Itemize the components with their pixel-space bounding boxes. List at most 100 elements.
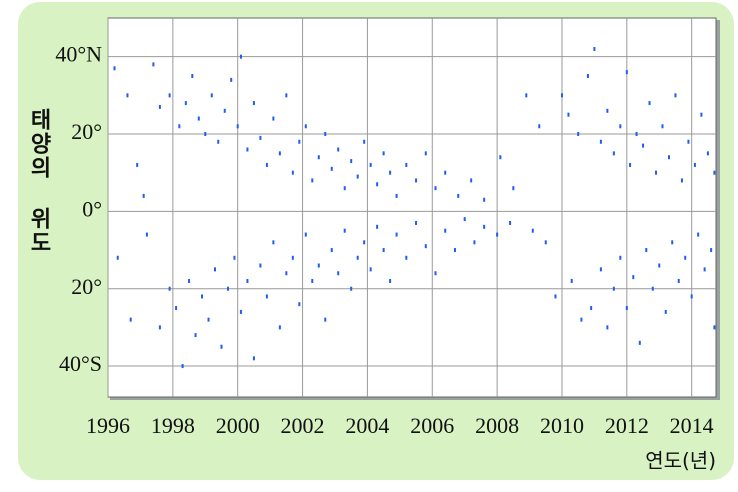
point <box>223 108 226 113</box>
point <box>210 93 213 98</box>
point <box>593 46 596 51</box>
point <box>687 139 690 144</box>
point <box>444 170 447 175</box>
point <box>376 224 379 229</box>
point <box>700 112 703 117</box>
point <box>457 193 460 198</box>
point <box>483 224 486 229</box>
point <box>671 240 674 245</box>
x-tick-label: 2002 <box>281 413 325 438</box>
point <box>356 174 359 179</box>
point <box>645 248 648 253</box>
point <box>509 220 512 225</box>
point <box>168 93 171 98</box>
point <box>693 162 696 167</box>
point <box>278 325 281 330</box>
point <box>625 306 628 311</box>
point <box>220 344 223 349</box>
point <box>304 124 307 129</box>
point <box>496 232 499 237</box>
point <box>405 255 408 260</box>
point <box>674 93 677 98</box>
point <box>638 340 641 345</box>
point <box>311 278 314 283</box>
point <box>395 193 398 198</box>
point <box>291 170 294 175</box>
point <box>201 294 204 299</box>
point <box>667 155 670 160</box>
point <box>330 248 333 253</box>
point <box>343 186 346 191</box>
point <box>567 112 570 117</box>
point <box>677 278 680 283</box>
point <box>350 286 353 291</box>
point <box>606 325 609 330</box>
point <box>304 232 307 237</box>
y-tick-label: 20° <box>71 119 102 144</box>
point <box>664 309 667 314</box>
points <box>113 46 716 369</box>
tick-labels: 1996 1998 2000 2002 2004 2006 2008 2010 2012 2014… <box>55 42 713 438</box>
x-tick-label: 1998 <box>151 413 195 438</box>
point <box>239 309 242 314</box>
x-axis-label: 연도(년) <box>645 449 716 473</box>
point <box>648 101 651 106</box>
point <box>246 278 249 283</box>
point <box>382 248 385 253</box>
x-tick-label: 2012 <box>605 413 649 438</box>
point <box>635 132 638 137</box>
point <box>188 278 191 283</box>
point <box>291 255 294 260</box>
point <box>317 263 320 268</box>
point <box>389 170 392 175</box>
point <box>538 124 541 129</box>
point <box>369 162 372 167</box>
point <box>612 286 615 291</box>
point <box>145 232 148 237</box>
point <box>191 74 194 79</box>
y-tick-label: 20° <box>71 274 102 299</box>
point <box>690 294 693 299</box>
point <box>554 294 557 299</box>
point <box>632 275 635 280</box>
point <box>152 62 155 67</box>
x-tick-label: 2000 <box>216 413 260 438</box>
point <box>207 317 210 322</box>
point <box>330 166 333 171</box>
point <box>661 124 664 129</box>
point <box>651 286 654 291</box>
y-tick-label: 40°N <box>55 42 102 67</box>
point <box>625 70 628 75</box>
point <box>544 240 547 245</box>
x-tick-label: 1996 <box>86 413 130 438</box>
point <box>363 240 366 245</box>
point <box>499 155 502 160</box>
point <box>252 101 255 106</box>
point <box>713 325 716 330</box>
point <box>473 240 476 245</box>
point <box>434 271 437 276</box>
point <box>272 116 275 121</box>
point <box>512 186 515 191</box>
y-axis-label: 태양의 위도 <box>22 108 54 255</box>
point <box>233 255 236 260</box>
point <box>577 132 580 137</box>
point <box>324 317 327 322</box>
point <box>136 162 139 167</box>
point <box>619 124 622 129</box>
point <box>239 54 242 59</box>
point <box>470 178 473 183</box>
point <box>298 139 301 144</box>
grid <box>107 18 716 397</box>
x-tick-label: 2014 <box>670 413 714 438</box>
point <box>178 124 181 129</box>
point <box>337 147 340 152</box>
point <box>684 255 687 260</box>
point <box>337 271 340 276</box>
point <box>158 104 161 109</box>
point <box>395 232 398 237</box>
point <box>259 263 262 268</box>
point <box>272 240 275 245</box>
point <box>606 108 609 113</box>
point <box>525 93 528 98</box>
